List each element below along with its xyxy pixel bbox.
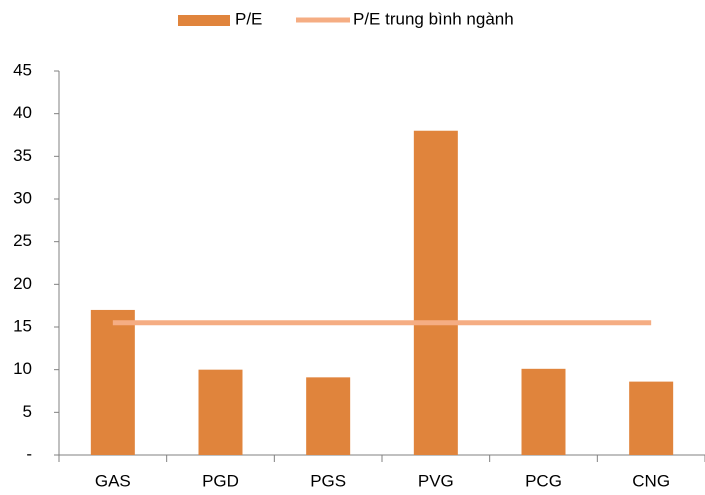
y-tick-label: 35 bbox=[13, 146, 32, 165]
y-tick-label: 45 bbox=[13, 60, 32, 79]
y-tick-label: 20 bbox=[13, 274, 32, 293]
y-tick-label: 40 bbox=[13, 103, 32, 122]
y-tick-label: - bbox=[26, 444, 32, 463]
bar bbox=[306, 377, 351, 455]
x-tick-label: GAS bbox=[95, 471, 131, 490]
x-tick-label: CNG bbox=[632, 471, 670, 490]
bar bbox=[629, 381, 674, 455]
y-tick-label: 10 bbox=[13, 359, 32, 378]
legend-swatch bbox=[178, 15, 230, 26]
bar bbox=[90, 309, 135, 455]
legend-label: P/E bbox=[235, 9, 262, 28]
x-tick-label: PCG bbox=[525, 471, 562, 490]
bar bbox=[521, 368, 566, 455]
y-tick-label: 15 bbox=[13, 316, 32, 335]
x-tick-label: PVG bbox=[418, 471, 454, 490]
bar bbox=[413, 130, 458, 455]
y-tick-label: 5 bbox=[23, 402, 32, 421]
x-tick-label: PGS bbox=[310, 471, 346, 490]
legend-label: P/E trung bình ngành bbox=[353, 9, 514, 28]
x-tick-label: PGD bbox=[202, 471, 239, 490]
y-tick-label: 30 bbox=[13, 188, 32, 207]
bar bbox=[198, 369, 243, 455]
y-tick-label: 25 bbox=[13, 231, 32, 250]
